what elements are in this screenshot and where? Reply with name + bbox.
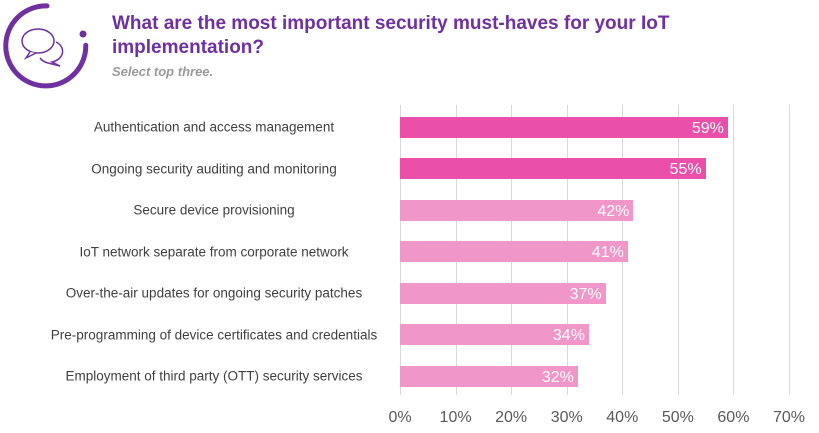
category-label: Over-the-air updates for ongoing securit… (65, 285, 363, 301)
gridline (733, 105, 735, 395)
category-label: Secure device provisioning (133, 202, 295, 218)
bar: 41% (400, 241, 628, 262)
x-tick-label: 0% (388, 409, 412, 426)
data-label: 41% (591, 244, 624, 261)
data-label: 32% (541, 368, 574, 386)
x-tick-label: 30% (550, 409, 583, 426)
data-label: 37% (569, 285, 602, 303)
x-tick-label: 70% (772, 409, 806, 426)
bar: 34% (400, 324, 589, 345)
category-label: Ongoing security auditing and monitoring (91, 161, 337, 176)
x-tick-label: 60% (717, 409, 750, 426)
gridline (789, 105, 790, 395)
chat-bubbles-icon (3, 3, 89, 89)
category-label: IoT network separate from corporate netw… (79, 244, 349, 259)
category-label: Employment of third party (OTT) security… (65, 368, 363, 384)
bar: 32% (400, 365, 578, 387)
category-label: Authentication and access management (93, 119, 335, 135)
data-label: 55% (669, 161, 702, 178)
x-tick-label: 10% (439, 409, 472, 426)
bar: 37% (400, 282, 606, 304)
data-label: 34% (552, 327, 585, 344)
data-label: 59% (691, 119, 724, 137)
x-tick-label: 40% (606, 409, 639, 426)
bar: 59% (400, 116, 728, 138)
category-label: Pre-programming of device certificates a… (50, 327, 378, 342)
bar: 42% (400, 199, 634, 221)
gridline (677, 105, 679, 395)
chart-subtitle: Select top three. (112, 64, 214, 79)
data-label: 42% (597, 202, 630, 220)
bar: 55% (400, 158, 706, 179)
x-tick-label: 20% (495, 409, 528, 426)
x-tick-label: 50% (661, 409, 694, 426)
chart-title: What are the most important security mus… (112, 13, 670, 58)
